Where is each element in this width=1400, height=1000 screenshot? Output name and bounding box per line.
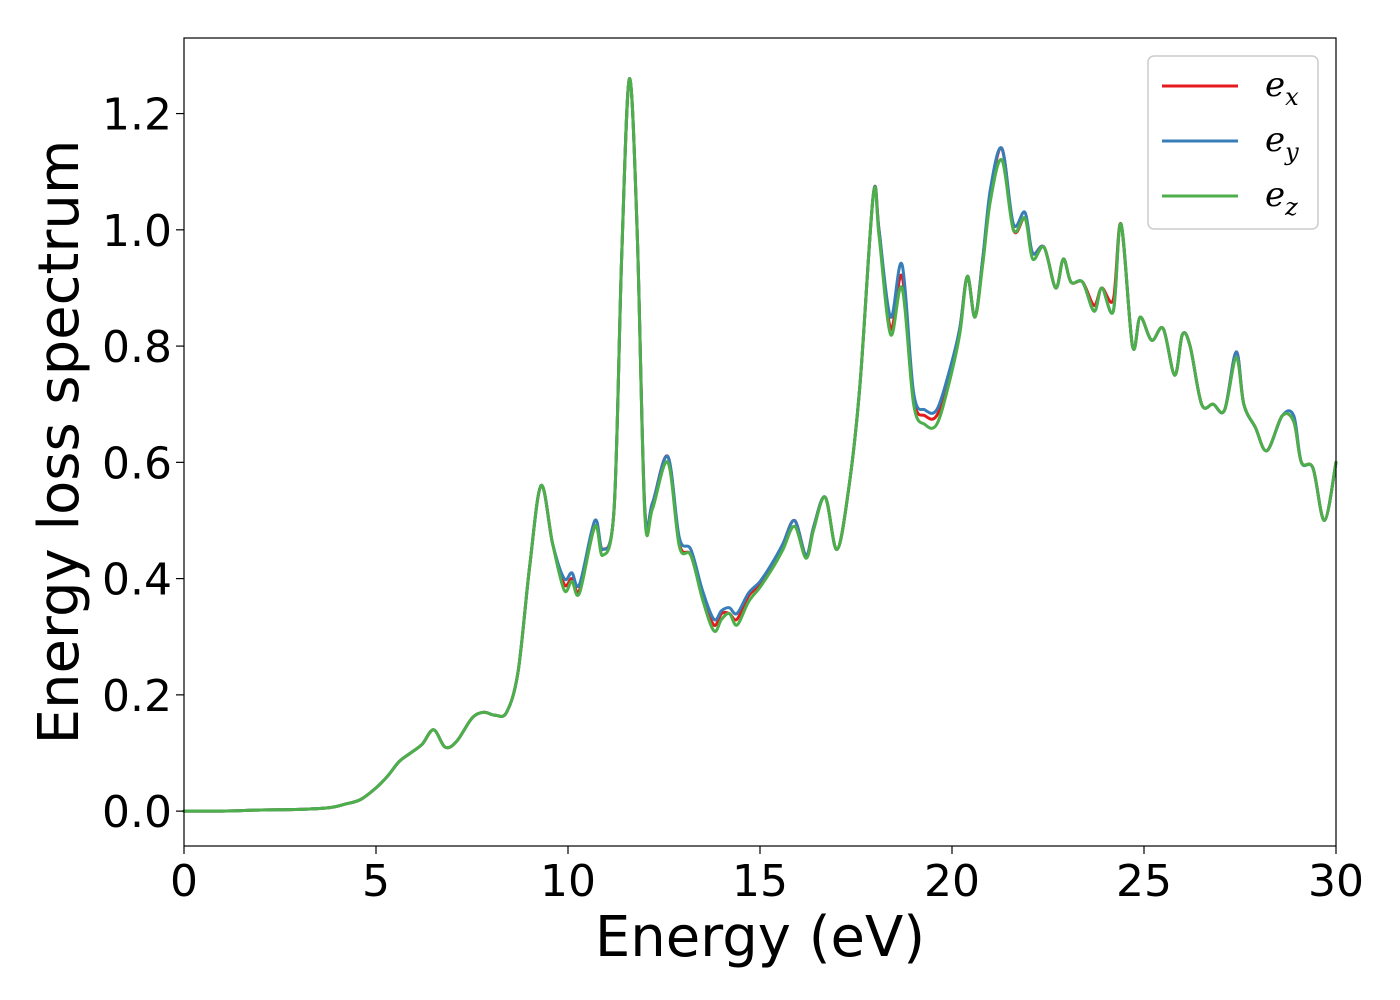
x-tick-label: 5 — [362, 856, 390, 907]
legend-label-e-x: ex — [1265, 65, 1299, 111]
y-tick-label: 0.8 — [102, 322, 172, 373]
x-axis-title: Energy (eV) — [595, 905, 925, 970]
x-tick-label: 20 — [924, 856, 980, 907]
legend-label-e-z: ez — [1265, 175, 1298, 221]
x-axis-ticks: 0 5 10 15 20 25 30 — [170, 846, 1364, 907]
legend-label-e-y: ey — [1265, 120, 1299, 166]
y-tick-label: 0.2 — [102, 671, 172, 722]
y-axis-ticks: 0.0 0.2 0.4 0.6 0.8 1.0 1.2 — [102, 90, 184, 838]
y-tick-label: 1.0 — [102, 206, 172, 257]
x-tick-label: 15 — [732, 856, 788, 907]
x-tick-label: 10 — [540, 856, 596, 907]
legend: ex ey ez — [1147, 55, 1319, 230]
y-tick-label: 0.0 — [102, 787, 172, 838]
y-tick-label: 0.6 — [102, 438, 172, 489]
series-layer — [182, 77, 1338, 813]
x-tick-label: 30 — [1308, 856, 1364, 907]
legend-entries: ex ey ez — [1162, 65, 1299, 221]
x-tick-label: 25 — [1116, 856, 1172, 907]
y-axis-title: Energy loss spectrum — [27, 140, 92, 745]
series-line-e-z — [182, 77, 1338, 813]
y-tick-label: 0.4 — [102, 555, 172, 606]
y-tick-label: 1.2 — [102, 90, 172, 141]
x-tick-label: 0 — [170, 856, 198, 907]
